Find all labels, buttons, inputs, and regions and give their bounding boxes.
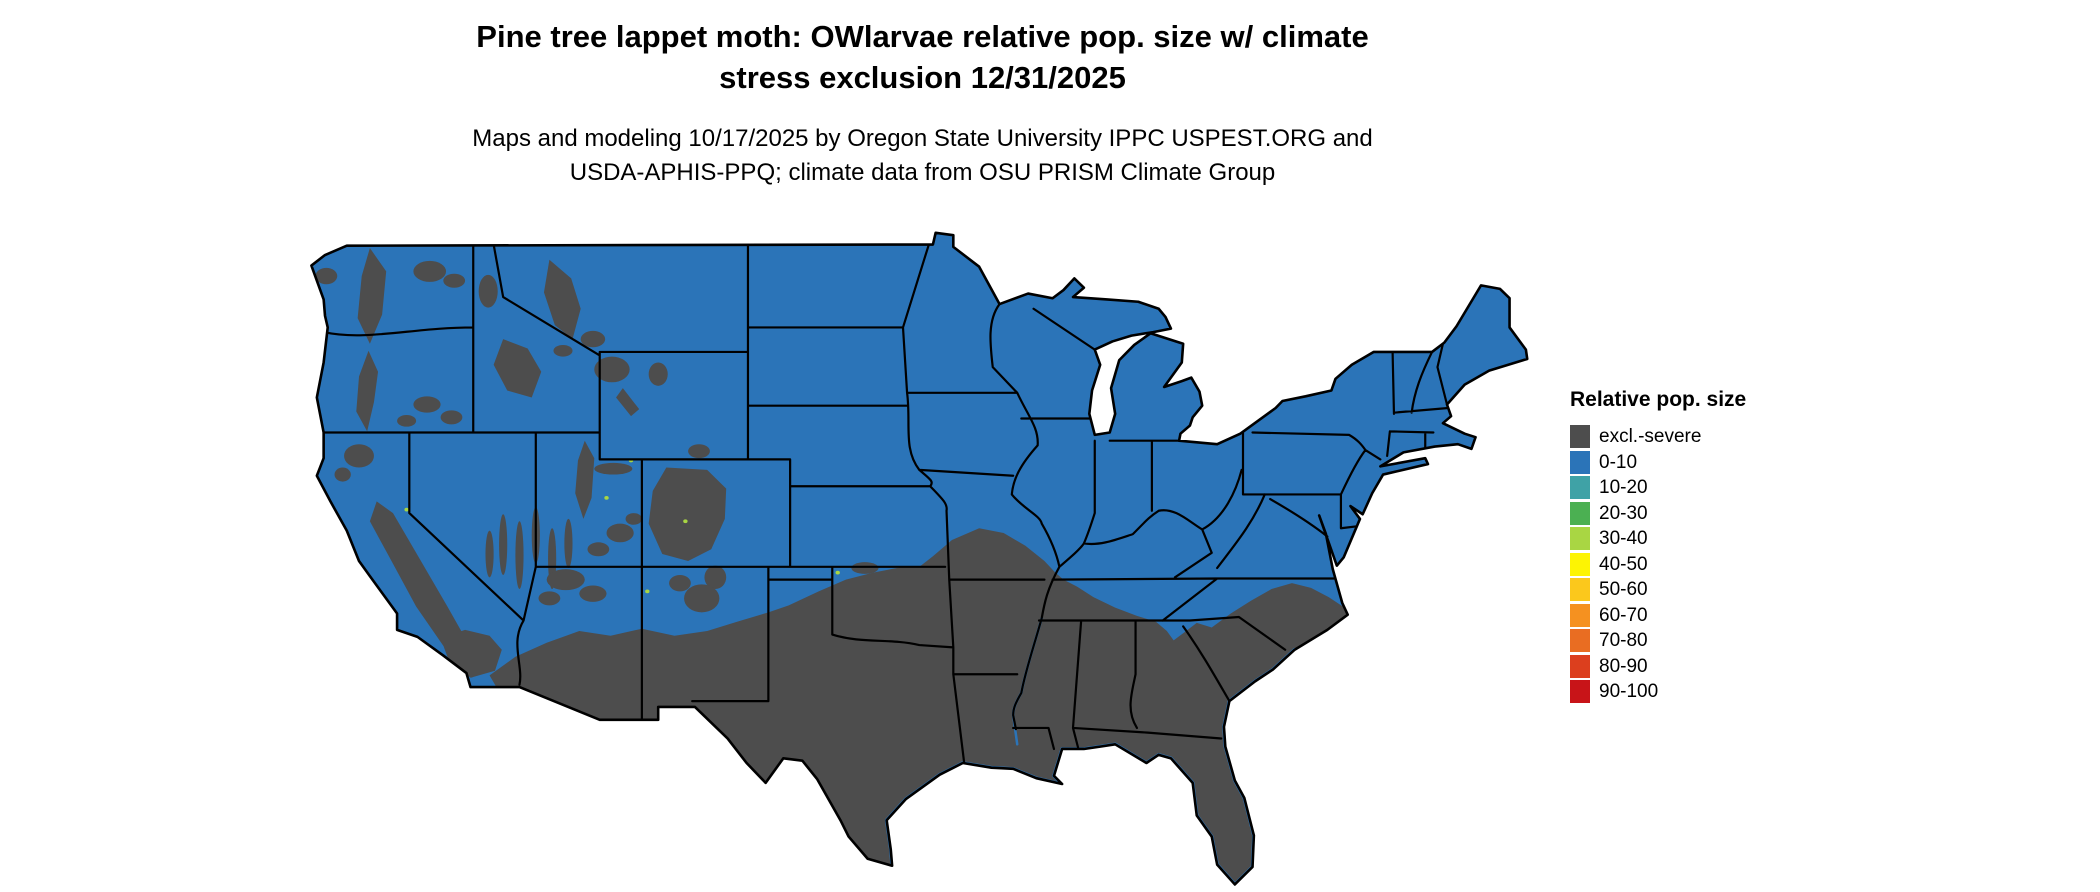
legend-item: 20-30	[1570, 501, 1746, 527]
legend-item-label: 60-70	[1599, 604, 1648, 626]
legend-item-label: 20-30	[1599, 502, 1648, 524]
legend-title: Relative pop. size	[1570, 388, 1747, 411]
legend-item: 80-90	[1570, 654, 1746, 680]
legend-swatch	[1570, 578, 1590, 602]
legend-item: excl.-severe	[1570, 424, 1746, 450]
legend-item: 40-50	[1570, 552, 1746, 578]
legend-item-label: 10-20	[1599, 477, 1648, 499]
model-speckles	[404, 458, 840, 594]
us-map	[223, 227, 1583, 892]
legend-item-label: 0-10	[1599, 451, 1638, 473]
legend-item: 50-60	[1570, 577, 1746, 603]
legend-swatch	[1570, 629, 1590, 653]
legend-swatch	[1570, 552, 1590, 576]
legend-swatch	[1570, 654, 1590, 678]
legend-item-label: 80-90	[1599, 655, 1648, 677]
legend-item-label: 50-60	[1599, 579, 1648, 601]
legend-item: 0-10	[1570, 450, 1746, 476]
figure-subtitle: Maps and modeling 10/17/2025 by Oregon S…	[0, 122, 1845, 190]
excluded-region-west-patches	[315, 260, 879, 613]
subtitle-line-1: Maps and modeling 10/17/2025 by Oregon S…	[472, 125, 1373, 152]
legend-swatch	[1570, 425, 1590, 449]
us-map-svg	[223, 227, 1583, 892]
legend-item-label: 70-80	[1599, 630, 1648, 652]
legend-item-label: 40-50	[1599, 553, 1648, 575]
legend-item: 70-80	[1570, 628, 1746, 654]
legend-item: 10-20	[1570, 475, 1746, 501]
legend-item-label: 90-100	[1599, 681, 1659, 703]
legend: Relative pop. size excl.-severe 0-10 10-20…	[1570, 388, 1746, 705]
legend-swatch	[1570, 527, 1590, 551]
legend-swatch	[1570, 680, 1590, 704]
title-line-2: stress exclusion 12/31/2025	[719, 60, 1126, 95]
legend-items: excl.-severe 0-10 10-20 20-30 30-40 40-50 50-6…	[1570, 424, 1746, 705]
title-line-1: Pine tree lappet moth: OWlarvae relative…	[476, 19, 1369, 54]
legend-item-label: excl.-severe	[1599, 426, 1702, 448]
legend-item: 90-100	[1570, 679, 1746, 705]
legend-swatch	[1570, 603, 1590, 627]
state-borders	[324, 245, 1449, 763]
subtitle-line-2: USDA-APHIS-PPQ; climate data from OSU PR…	[569, 159, 1276, 186]
legend-swatch	[1570, 476, 1590, 500]
figure-title: Pine tree lappet moth: OWlarvae relative…	[0, 16, 1845, 98]
legend-item: 60-70	[1570, 603, 1746, 629]
legend-item-label: 30-40	[1599, 528, 1648, 550]
legend-swatch	[1570, 501, 1590, 525]
legend-swatch	[1570, 450, 1590, 474]
legend-item: 30-40	[1570, 526, 1746, 552]
us-outline	[311, 233, 1527, 885]
